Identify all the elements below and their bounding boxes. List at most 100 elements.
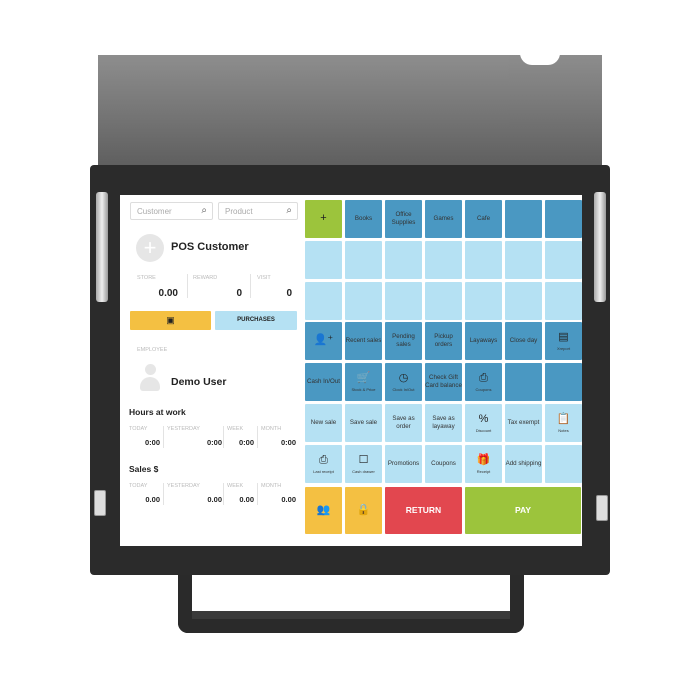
tile-xreport[interactable]: ▤ Xreport <box>545 322 582 360</box>
customer-placeholder: Customer <box>137 207 172 216</box>
search-icon: ⌕ <box>286 205 292 216</box>
tile-label: Tax exempt <box>507 419 540 427</box>
tile-add-shipping[interactable]: Add shipping <box>505 445 542 483</box>
tile-caption: Clock In/Out <box>392 387 415 393</box>
tile-caption: Last receipt <box>313 469 334 475</box>
tile-label: Layaways <box>469 337 498 345</box>
tile-add-employee[interactable]: 👤⁺ <box>305 322 342 360</box>
tile-caption: Cash drawer <box>352 469 375 475</box>
tile-pickup-orders[interactable]: Pickup orders <box>425 322 462 360</box>
tile-save-as-order[interactable]: Save as order <box>385 404 422 442</box>
filter-side-tab-left <box>96 192 108 302</box>
tile-label: Save as layaway <box>432 415 455 430</box>
tile-books[interactable]: Books <box>345 200 382 238</box>
tile-empty[interactable] <box>505 200 542 238</box>
tile-empty[interactable] <box>465 241 502 279</box>
hours-period-label: YESTERDAY <box>167 426 200 432</box>
tile-label: Cash In/Out <box>306 378 341 386</box>
tile-empty[interactable] <box>545 363 582 401</box>
tile-coupons[interactable]: Coupons <box>425 445 462 483</box>
sales-period-label: TODAY <box>129 483 148 489</box>
sales-period-label: YESTERDAY <box>167 483 200 489</box>
tile-receipt[interactable]: 🎁 Receipt <box>465 445 502 483</box>
tile-empty[interactable] <box>545 241 582 279</box>
sales-period-label: MONTH <box>261 483 282 489</box>
return-button[interactable]: RETURN <box>385 487 462 534</box>
customer-search-input[interactable]: Customer ⌕ <box>130 202 213 220</box>
hours-title: Hours at work <box>129 407 186 417</box>
tile-cash-drawer[interactable]: ☐ Cash drawer <box>345 445 382 483</box>
pay-button[interactable]: PAY <box>465 487 581 534</box>
filter-side-tab-right <box>594 192 606 302</box>
product-search-input[interactable]: Product ⌕ <box>218 202 298 220</box>
tile-clock[interactable]: ◷ Clock In/Out <box>385 363 422 401</box>
hours-value: 0:00 <box>206 438 222 447</box>
sales-value: 0.00 <box>207 495 222 504</box>
tile-empty[interactable] <box>545 200 582 238</box>
hours-period-label: MONTH <box>261 426 282 432</box>
add-customer-avatar[interactable]: + <box>136 234 164 262</box>
tile-empty[interactable] <box>505 241 542 279</box>
visit-label: VISIT <box>257 275 271 281</box>
tile-check-gift-card-balance[interactable]: Check Gift Card balance <box>425 363 462 401</box>
tile-layaways[interactable]: Layaways <box>465 322 502 360</box>
hours-period-label: TODAY <box>129 426 148 432</box>
tile-save-sale[interactable]: Save sale <box>345 404 382 442</box>
tile-new-sale[interactable]: New sale <box>305 404 342 442</box>
tile-close-day[interactable]: Close day <box>505 322 542 360</box>
hours-value: 0:00 <box>238 438 254 447</box>
tile-recent-sales[interactable]: Recent sales <box>345 322 382 360</box>
tile-empty[interactable] <box>425 241 462 279</box>
tile-empty[interactable] <box>305 241 342 279</box>
purchases-button[interactable]: PURCHASES <box>215 311 297 330</box>
tile-discount[interactable]: % Discount <box>465 404 502 442</box>
visit-value: 0 <box>286 288 292 299</box>
customer-name: POS Customer <box>171 241 249 253</box>
privacy-filter <box>98 53 602 165</box>
tile-empty[interactable] <box>545 445 582 483</box>
customers-button[interactable]: 👥 <box>305 487 342 534</box>
tile-notes[interactable]: 📋 Notes <box>545 404 582 442</box>
tile-promotions[interactable]: Promotions <box>385 445 422 483</box>
tile-office-supplies[interactable]: Office Supplies <box>385 200 422 238</box>
tile-label: Save sale <box>349 419 378 427</box>
tile-label: Games <box>433 215 454 223</box>
tile-coupons-print[interactable]: ⎙ Coupons <box>465 363 502 401</box>
tile-empty[interactable] <box>385 241 422 279</box>
tile-empty[interactable] <box>425 282 462 320</box>
hours-value: 0:00 <box>280 438 296 447</box>
tile-label: Office Supplies <box>391 211 416 226</box>
tile-cash-in-out[interactable]: Cash In/Out <box>305 363 342 401</box>
tile-caption: Notes <box>558 428 569 434</box>
tile-empty[interactable] <box>345 282 382 320</box>
tile-empty[interactable] <box>345 241 382 279</box>
tile-stock-price[interactable]: 🛒 Stock & Price <box>345 363 382 401</box>
sales-period-label: WEEK <box>227 483 244 489</box>
tile-pending-sales[interactable]: Pending sales <box>385 322 422 360</box>
tile-label: New sale <box>310 419 337 427</box>
tile-empty[interactable] <box>465 282 502 320</box>
tile-add[interactable]: + <box>305 200 342 238</box>
filter-clip-left <box>94 490 106 516</box>
pos-screen: Customer ⌕ Product ⌕ + POS Customer STORE … <box>120 195 582 546</box>
tile-empty[interactable] <box>385 282 422 320</box>
tile-save-as-layaway[interactable]: Save as layaway <box>425 404 462 442</box>
tile-empty[interactable] <box>305 282 342 320</box>
tile-cafe[interactable]: Cafe <box>465 200 502 238</box>
tile-label: Books <box>354 215 373 223</box>
lock-button[interactable]: 🔒 <box>345 487 382 534</box>
tile-last-receipt[interactable]: ⎙ Last receipt <box>305 445 342 483</box>
tile-empty[interactable] <box>545 282 582 320</box>
tile-games[interactable]: Games <box>425 200 462 238</box>
tile-empty[interactable] <box>505 282 542 320</box>
tile-label: Pickup orders <box>434 333 453 348</box>
hours-value: 0:00 <box>144 438 160 447</box>
tile-empty[interactable] <box>505 363 542 401</box>
product-placeholder: Product <box>225 207 253 216</box>
customer-card-button[interactable]: ▣ <box>130 311 211 330</box>
tile-label: Close day <box>509 337 538 345</box>
reward-label: REWARD <box>193 275 218 281</box>
store-value: 0.00 <box>158 288 178 299</box>
tile-label: Add shipping <box>505 460 542 468</box>
tile-tax-exempt[interactable]: Tax exempt <box>505 404 542 442</box>
